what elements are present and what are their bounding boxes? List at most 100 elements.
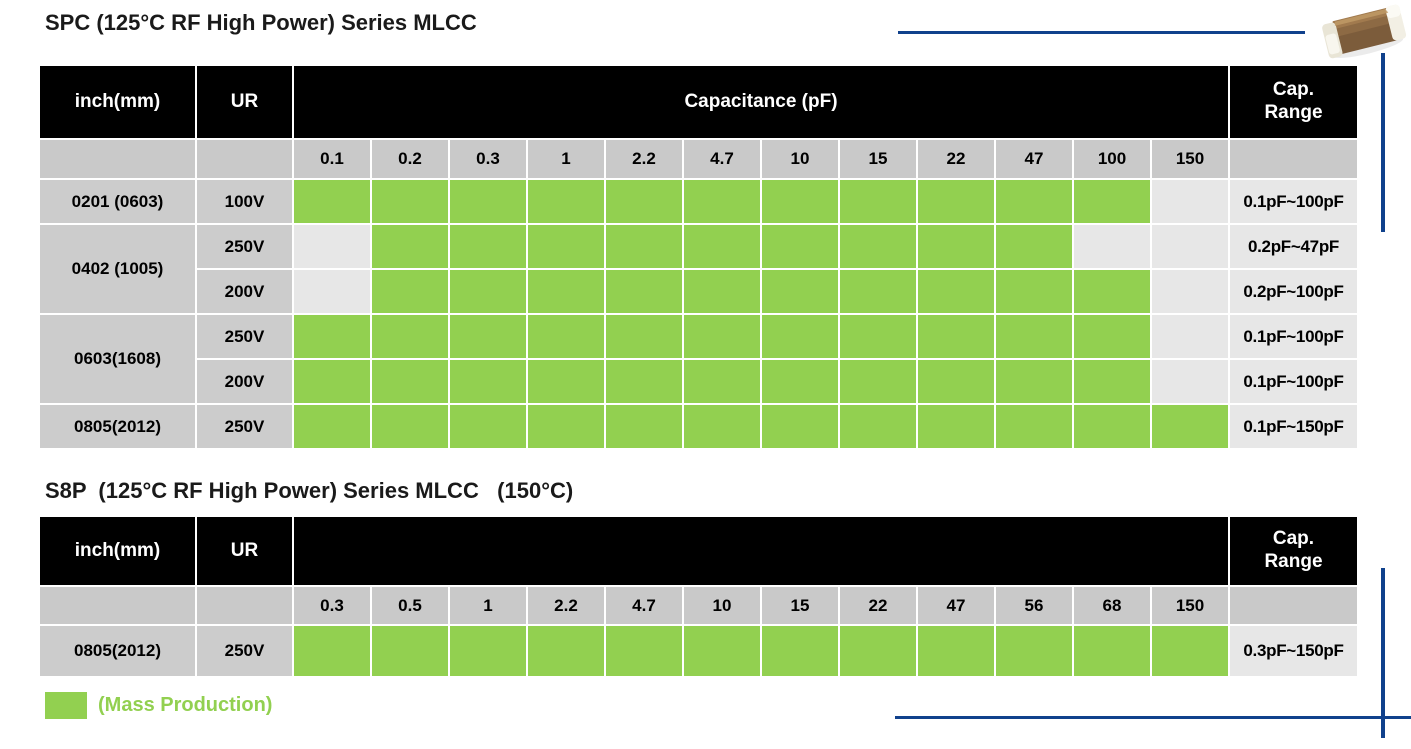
cell-mass-production xyxy=(762,180,838,223)
cell-mass-production xyxy=(762,270,838,313)
cell-unavailable xyxy=(294,225,370,268)
cell-mass-production xyxy=(528,360,604,403)
cell-mass-production xyxy=(294,405,370,448)
cell-cap-range: 0.3pF~150pF xyxy=(1230,626,1357,676)
cell-mass-production xyxy=(450,626,526,676)
subheader-capacitance-value: 0.2 xyxy=(372,140,448,178)
subheader-capacitance-value: 2.2 xyxy=(528,587,604,624)
header-cap-range: Cap. Range xyxy=(1230,66,1357,138)
cell-mass-production xyxy=(450,180,526,223)
subheader-capacitance-value: 4.7 xyxy=(684,140,760,178)
cell-unavailable xyxy=(1152,315,1228,358)
cell-mass-production xyxy=(840,180,916,223)
cell-mass-production xyxy=(840,270,916,313)
cell-mass-production xyxy=(294,315,370,358)
cell-mass-production xyxy=(450,315,526,358)
subheader-capacitance-value: 47 xyxy=(918,587,994,624)
header-capacitance xyxy=(294,517,1228,585)
page-title-s8p-series: S8P (125°C RF High Power) Series MLCC (1… xyxy=(45,478,574,503)
legend-green-swatch xyxy=(45,692,87,719)
subheader-capacitance-value: 22 xyxy=(840,587,916,624)
cell-mass-production xyxy=(1074,626,1150,676)
cell-mass-production xyxy=(762,405,838,448)
cell-unavailable xyxy=(1152,270,1228,313)
cell-mass-production xyxy=(840,405,916,448)
cell-mass-production xyxy=(528,405,604,448)
cell-unavailable xyxy=(1152,180,1228,223)
cell-mass-production xyxy=(606,405,682,448)
row-label-ur: 100V xyxy=(197,180,292,223)
row-label-inch: 0201 (0603) xyxy=(40,180,195,223)
cell-mass-production xyxy=(606,626,682,676)
cell-mass-production xyxy=(372,270,448,313)
subheader-spacer-range xyxy=(1230,587,1357,624)
header-ur: UR xyxy=(197,517,292,585)
subheader-capacitance-value: 56 xyxy=(996,587,1072,624)
cell-mass-production xyxy=(294,626,370,676)
cell-mass-production xyxy=(1074,405,1150,448)
row-label-inch: 0805(2012) xyxy=(40,626,195,676)
subheader-capacitance-value: 10 xyxy=(684,587,760,624)
cell-mass-production xyxy=(1152,626,1228,676)
subheader-capacitance-value: 10 xyxy=(762,140,838,178)
cell-cap-range: 0.1pF~100pF xyxy=(1230,180,1357,223)
cell-unavailable xyxy=(1152,225,1228,268)
cell-mass-production xyxy=(918,360,994,403)
header-inch-mm: inch(mm) xyxy=(40,517,195,585)
cell-mass-production xyxy=(684,225,760,268)
cell-mass-production xyxy=(606,180,682,223)
cell-mass-production xyxy=(996,270,1072,313)
cell-mass-production xyxy=(996,405,1072,448)
row-label-ur: 250V xyxy=(197,626,292,676)
row-label-ur: 250V xyxy=(197,405,292,448)
header-cap-range: Cap. Range xyxy=(1230,517,1357,585)
subheader-capacitance-value: 22 xyxy=(918,140,994,178)
subheader-spacer-range xyxy=(1230,140,1357,178)
cell-mass-production xyxy=(918,626,994,676)
cell-mass-production xyxy=(762,360,838,403)
cell-mass-production xyxy=(294,360,370,403)
decorative-line-right-lower xyxy=(1381,568,1385,738)
row-label-ur: 250V xyxy=(197,315,292,358)
cell-mass-production xyxy=(918,225,994,268)
cell-mass-production xyxy=(372,626,448,676)
cell-mass-production xyxy=(918,315,994,358)
cell-mass-production xyxy=(840,315,916,358)
subheader-capacitance-value: 150 xyxy=(1152,587,1228,624)
cell-mass-production xyxy=(528,270,604,313)
cell-mass-production xyxy=(450,270,526,313)
row-label-inch: 0805(2012) xyxy=(40,405,195,448)
cell-mass-production xyxy=(372,315,448,358)
subheader-spacer-inch xyxy=(40,587,195,624)
subheader-spacer-ur xyxy=(197,140,292,178)
cell-mass-production xyxy=(528,315,604,358)
table-spc-series: inch(mm) UR Capacitance (pF) Cap. Range 0.1 0… xyxy=(40,66,1357,448)
cell-unavailable xyxy=(1152,360,1228,403)
subheader-capacitance-value: 0.3 xyxy=(294,587,370,624)
cell-mass-production xyxy=(528,180,604,223)
cell-mass-production xyxy=(1074,270,1150,313)
cell-mass-production xyxy=(372,360,448,403)
cell-mass-production xyxy=(840,360,916,403)
header-capacitance: Capacitance (pF) xyxy=(294,66,1228,138)
row-label-ur: 200V xyxy=(197,270,292,313)
cell-mass-production xyxy=(996,626,1072,676)
cell-mass-production xyxy=(450,405,526,448)
cell-mass-production xyxy=(996,180,1072,223)
cell-mass-production xyxy=(762,225,838,268)
cell-mass-production xyxy=(762,315,838,358)
cell-mass-production xyxy=(762,626,838,676)
row-label-inch: 0603(1608) xyxy=(40,315,195,403)
cell-mass-production xyxy=(1074,315,1150,358)
cell-cap-range: 0.2pF~47pF xyxy=(1230,225,1357,268)
cell-mass-production xyxy=(684,270,760,313)
row-label-ur: 200V xyxy=(197,360,292,403)
subheader-capacitance-value: 150 xyxy=(1152,140,1228,178)
cell-mass-production xyxy=(372,225,448,268)
subheader-spacer-inch xyxy=(40,140,195,178)
row-label-ur: 250V xyxy=(197,225,292,268)
subheader-capacitance-value: 100 xyxy=(1074,140,1150,178)
subheader-capacitance-value: 4.7 xyxy=(606,587,682,624)
subheader-capacitance-value: 1 xyxy=(528,140,604,178)
subheader-capacitance-value: 15 xyxy=(762,587,838,624)
